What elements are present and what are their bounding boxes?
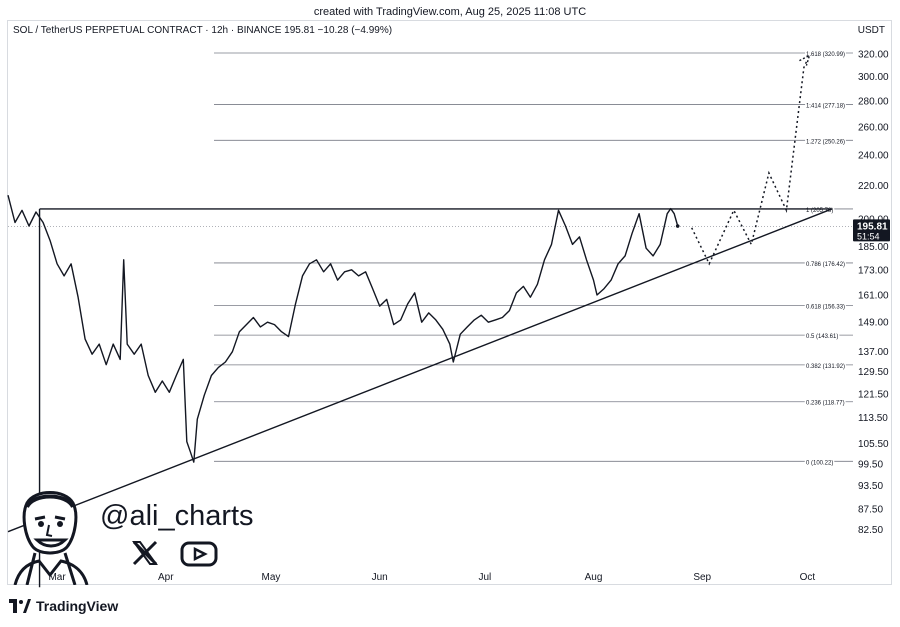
last-price-label: 195.81: [857, 221, 888, 232]
youtube-icon: [180, 541, 218, 567]
chart-credit: created with TradingView.com, Aug 25, 20…: [313, 6, 587, 18]
last-price-badge: [853, 219, 890, 242]
fib-level-label-0: 1.618 (320.99): [806, 52, 845, 58]
fib-level-label-7: 0.382 (131.92): [806, 364, 845, 370]
y-tick-label-11: 137.00: [858, 347, 889, 358]
currency-label[interactable]: USDT: [857, 25, 885, 36]
y-tick-label-2: 280.00: [858, 96, 889, 107]
x-tick-label-2: May: [262, 572, 281, 583]
chart-frame: [7, 20, 892, 585]
x-icon: [132, 540, 158, 566]
countdown-label: 51:54: [857, 231, 880, 241]
y-tick-label-13: 121.50: [858, 389, 889, 400]
fib-level-label-6: 0.5 (143.61): [806, 334, 838, 340]
y-tick-label-5: 220.00: [858, 181, 889, 192]
tradingview-brand[interactable]: TradingView: [9, 598, 118, 614]
last-price-point: [675, 224, 680, 228]
y-tick-label-19: 82.50: [858, 525, 883, 536]
fib-level-label-5: 0.618 (156.33): [806, 304, 845, 310]
x-tick-label-6: Sep: [693, 572, 711, 583]
fib-level-label-4: 0.786 (176.42): [806, 262, 845, 268]
fib-level-label-1: 1.414 (277.18): [806, 103, 845, 109]
tradingview-logo-icon: [9, 599, 31, 613]
trendline-2: [7, 208, 833, 533]
x-tick-label-5: Aug: [585, 572, 603, 583]
price-series-line: [7, 195, 679, 463]
y-tick-label-8: 173.00: [858, 265, 889, 276]
y-tick-label-0: 320.00: [858, 50, 889, 61]
y-tick-label-15: 105.50: [858, 439, 889, 450]
y-tick-label-4: 240.00: [858, 150, 889, 161]
y-tick-label-3: 260.00: [858, 122, 889, 133]
y-tick-label-12: 129.50: [858, 367, 889, 378]
symbol-line: SOL / TetherUS PERPETUAL CONTRACT · 12h …: [13, 25, 393, 36]
x-tick-label-7: Oct: [800, 572, 816, 583]
y-tick-label-9: 161.00: [858, 291, 889, 302]
brand-name: TradingView: [36, 598, 119, 614]
avatar-illustration: [13, 491, 89, 585]
y-tick-label-10: 149.00: [858, 318, 889, 329]
y-tick-label-7: 185.00: [858, 242, 889, 253]
projection-arrowhead: [799, 54, 811, 66]
x-tick-label-4: Jul: [478, 572, 491, 583]
fib-level-label-3: 1 (205.78): [806, 208, 833, 214]
y-tick-label-17: 93.50: [858, 481, 883, 492]
fib-level-label-8: 0.236 (118.77): [806, 401, 845, 407]
y-tick-label-1: 300.00: [858, 72, 889, 83]
y-tick-label-18: 87.50: [858, 504, 883, 515]
y-tick-label-14: 113.50: [858, 413, 888, 424]
x-tick-label-0: Mar: [48, 572, 66, 583]
y-tick-label-16: 99.50: [858, 459, 883, 470]
x-tick-label-3: Jun: [372, 572, 388, 583]
x-tick-label-1: Apr: [158, 572, 174, 583]
author-handle: @ali_charts: [100, 500, 254, 532]
fib-level-label-9: 0 (100.22): [806, 460, 833, 466]
fib-level-label-2: 1.272 (250.26): [806, 139, 845, 145]
projection-path: [691, 59, 809, 266]
